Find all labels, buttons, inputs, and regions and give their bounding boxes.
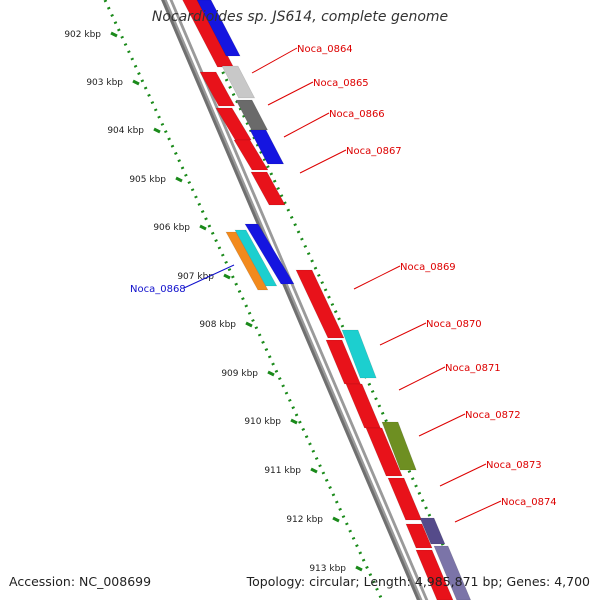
gene-label: Noca_0873: [486, 460, 542, 471]
gene-feature-grey: [221, 65, 256, 99]
gene-feature-red: [233, 139, 269, 171]
scale-tick-mark: [153, 127, 161, 134]
gene-feature-red: [295, 269, 345, 339]
accession-text: Accession: NC_008699: [9, 574, 152, 589]
scale-tick-label: 912 kbp: [286, 515, 323, 525]
gene-label-leader: [283, 112, 330, 138]
scale-tick-label: 905 kbp: [129, 175, 166, 185]
scale-tick-label: 911 kbp: [264, 466, 301, 476]
gene-labels: Noca_0864 Noca_0865 Noca_0866 Noca_0867 Noca…: [130, 44, 557, 523]
scale-tick-mark: [355, 565, 363, 572]
scale-tick-label: 907 kbp: [177, 272, 214, 282]
kbp-scale: 902 kbp 903 kbp 904 kbp 905 kbp 906 kbp 907 k…: [64, 0, 470, 601]
scale-tick-label: 903 kbp: [86, 78, 123, 88]
gene-feature-darkgrey: [235, 99, 269, 131]
gene-features: [182, 0, 472, 601]
gene-feature-red: [215, 107, 252, 141]
gene-label: Noca_0872: [465, 410, 521, 421]
gene-feature-olive: [381, 421, 417, 471]
scale-tick-mark: [310, 467, 318, 474]
gene-feature-red: [365, 427, 403, 477]
gene-label-leader: [379, 322, 427, 346]
genome-summary-text: Topology: circular; Length: 4,985,871 bp…: [246, 574, 590, 589]
gene-label-leader: [418, 413, 466, 437]
gene-feature-cyan: [234, 229, 278, 287]
gene-label: Noca_0868: [130, 284, 186, 295]
gene-label: Noca_0864: [297, 44, 353, 55]
scale-tick-mark: [332, 516, 340, 523]
scale-tick-label: 902 kbp: [64, 30, 101, 40]
gene-feature-blue: [196, 0, 241, 57]
gene-feature-blue: [244, 223, 295, 285]
gene-feature-cyan: [341, 329, 377, 379]
scale-tick-label: 908 kbp: [199, 320, 236, 330]
gene-feature-blue: [249, 129, 285, 165]
scale-tick-mark: [267, 370, 275, 377]
scale-dotted-line: [186, 0, 470, 601]
gene-feature-red: [405, 523, 433, 549]
scale-tick-label: 913 kbp: [309, 564, 346, 574]
scale-tick-label: 906 kbp: [153, 223, 190, 233]
map-title: Nocardioides sp. JS614, complete genome: [151, 9, 449, 25]
gene-label-leader: [398, 366, 446, 391]
scale-tick-mark: [223, 273, 231, 280]
scale-tick-mark: [110, 31, 118, 38]
gene-label-leader: [267, 81, 314, 106]
gene-label-leader: [439, 463, 487, 487]
scale-tick-label: 910 kbp: [244, 417, 281, 427]
scale-tick-mark: [245, 321, 253, 328]
scale-tick-mark: [290, 418, 298, 425]
gene-label: Noca_0870: [426, 319, 482, 330]
genome-backbone: [161, 0, 430, 604]
gene-feature-orange: [225, 231, 269, 291]
gene-label: Noca_0866: [329, 109, 385, 120]
scale-tick-mark: [175, 176, 183, 183]
gene-feature-red: [250, 171, 286, 206]
scale-tick-label: 904 kbp: [107, 126, 144, 136]
gene-label-leader: [299, 149, 347, 174]
scale-tick-label: 909 kbp: [221, 369, 258, 379]
gene-label: Noca_0874: [501, 497, 557, 508]
gene-label-leader: [183, 264, 235, 289]
gene-label-leader: [353, 265, 401, 290]
gene-label: Noca_0867: [346, 146, 402, 157]
gene-feature-red: [387, 477, 423, 521]
scale-tick-mark: [199, 224, 207, 231]
scale-tick-mark: [132, 79, 140, 86]
gene-label: Noca_0869: [400, 262, 456, 273]
gene-label-leader: [251, 47, 298, 74]
gene-feature-red: [199, 71, 236, 107]
gene-label: Noca_0871: [445, 363, 501, 374]
gene-feature-slate: [419, 517, 446, 545]
gene-label-leader: [454, 500, 502, 523]
gene-label: Noca_0865: [313, 78, 369, 89]
